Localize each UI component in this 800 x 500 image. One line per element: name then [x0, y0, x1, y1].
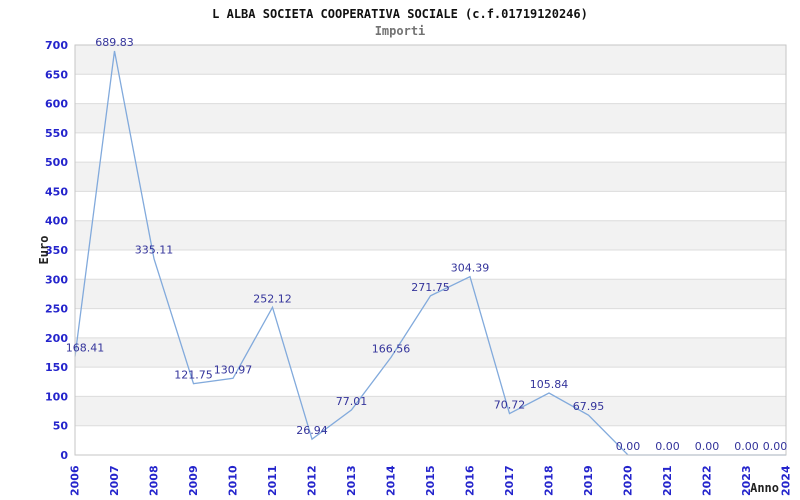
point-label: 26.94	[296, 424, 328, 437]
x-tick-label: 2023	[740, 465, 753, 496]
point-label: 0.00	[655, 440, 680, 453]
x-tick-label: 2014	[385, 465, 398, 496]
y-tick-label: 100	[45, 390, 68, 403]
y-tick-label: 0	[60, 449, 68, 462]
point-label: 130.97	[214, 363, 253, 376]
x-tick-label: 2018	[543, 465, 556, 496]
grid-band	[75, 162, 786, 192]
y-tick-label: 200	[45, 332, 68, 345]
x-tick-label: 2008	[148, 465, 161, 496]
point-label: 689.83	[95, 36, 134, 49]
y-tick-label: 250	[45, 303, 68, 316]
x-tick-label: 2009	[187, 465, 200, 496]
point-label: 77.01	[336, 395, 368, 408]
x-axis-title: Anno	[750, 481, 779, 495]
plot-border	[74, 44, 787, 456]
x-tick-label: 2015	[424, 465, 437, 496]
point-label: 0.00	[695, 440, 720, 453]
point-label: 105.84	[530, 378, 569, 391]
y-tick-label: 700	[45, 39, 68, 52]
point-label: 70.72	[494, 399, 526, 412]
grid-band	[75, 337, 786, 368]
x-tick-label: 2024	[780, 465, 793, 496]
x-tick-label: 2019	[582, 465, 595, 496]
y-tick-label: 400	[45, 215, 68, 228]
x-tick-label: 2016	[464, 465, 477, 496]
x-tick-label: 2007	[108, 465, 121, 496]
y-tick-label: 50	[53, 420, 69, 433]
y-tick-label: 300	[45, 273, 68, 286]
x-tick-label: 2017	[503, 465, 516, 496]
y-tick-label: 150	[45, 361, 68, 374]
point-label: 271.75	[411, 281, 450, 294]
point-label: 0.00	[734, 440, 759, 453]
grid-band	[75, 279, 786, 309]
point-label: 168.41	[66, 341, 105, 354]
point-label: 0.00	[616, 440, 641, 453]
point-label: 304.39	[451, 262, 490, 275]
x-tick-label: 2021	[661, 465, 674, 496]
x-tick-label: 2011	[266, 465, 279, 496]
x-tick-label: 2010	[227, 465, 240, 496]
x-tick-label: 2012	[306, 465, 319, 496]
point-label: 166.56	[372, 342, 411, 355]
x-tick-label: 2020	[622, 465, 635, 496]
point-label: 335.11	[135, 244, 174, 257]
grid-band	[75, 45, 786, 75]
y-tick-label: 550	[45, 127, 68, 140]
y-axis-title: Euro	[37, 236, 51, 265]
point-label: 252.12	[253, 292, 292, 305]
x-tick-label: 2006	[69, 465, 82, 496]
x-tick-label: 2022	[701, 465, 714, 496]
point-label: 121.75	[174, 369, 213, 382]
y-tick-label: 450	[45, 185, 68, 198]
grid-band	[75, 103, 786, 133]
x-tick-label: 2013	[345, 465, 358, 496]
point-label: 67.95	[573, 400, 605, 413]
grid-band	[75, 396, 786, 426]
grid-band	[75, 220, 786, 250]
chart-title: L ALBA SOCIETA COOPERATIVA SOCIALE (c.f.…	[212, 7, 588, 21]
y-tick-label: 500	[45, 156, 68, 169]
point-label: 0.00	[763, 440, 788, 453]
y-tick-label: 350	[45, 244, 68, 257]
y-tick-label: 600	[45, 98, 68, 111]
chart-subtitle: Importi	[374, 24, 426, 38]
y-tick-label: 650	[45, 68, 68, 81]
